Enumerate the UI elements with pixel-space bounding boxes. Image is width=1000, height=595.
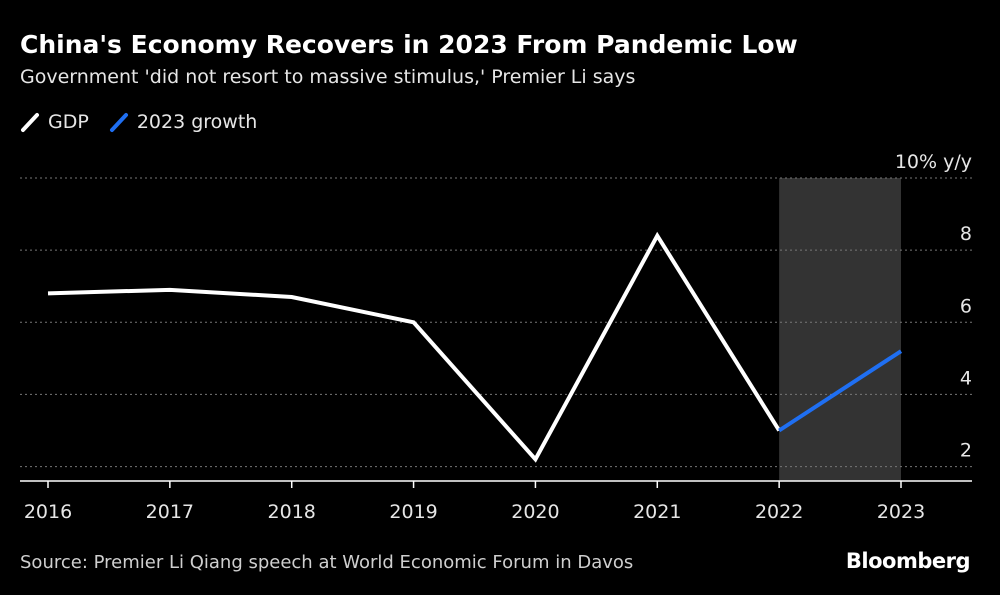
x-tick-label-2017: 2017 <box>146 501 194 523</box>
x-tick-label-2022: 2022 <box>755 501 803 523</box>
source-note: Source: Premier Li Qiang speech at World… <box>20 552 634 573</box>
series-line-2023-growth <box>778 349 903 433</box>
legend-item-2023-growth: 2023 growth <box>109 110 258 134</box>
chart-subtitle: Government 'did not resort to massive st… <box>20 66 636 88</box>
bloomberg-logo: Bloomberg <box>845 549 971 573</box>
y-tick-label-10: 10% y/y <box>895 151 972 173</box>
legend-item-gdp: GDP <box>20 110 89 134</box>
x-tick-label-2023: 2023 <box>877 501 925 523</box>
x-tick-label-2020: 2020 <box>511 501 559 523</box>
y-tick-label-6: 6 <box>960 295 972 317</box>
x-tick-label-2021: 2021 <box>633 501 681 523</box>
legend-label-gdp: GDP <box>48 111 89 133</box>
chart-title: China's Economy Recovers in 2023 From Pa… <box>20 30 798 59</box>
legend-swatch-gdp-icon <box>21 113 39 132</box>
y-tick-label-4: 4 <box>960 367 972 389</box>
x-tick-label-2019: 2019 <box>389 501 437 523</box>
x-tick-label-2016: 2016 <box>24 501 72 523</box>
y-tick-label-2: 2 <box>960 440 972 462</box>
legend-swatch-2023-growth-icon <box>109 113 128 132</box>
legend: GDP 2023 growth <box>20 110 277 134</box>
x-tick-label-2018: 2018 <box>268 501 316 523</box>
legend-label-2023-growth: 2023 growth <box>136 111 258 133</box>
series-line-gdp <box>47 231 781 463</box>
y-tick-label-8: 8 <box>960 223 972 245</box>
highlight-band-2022-2023 <box>779 178 901 481</box>
